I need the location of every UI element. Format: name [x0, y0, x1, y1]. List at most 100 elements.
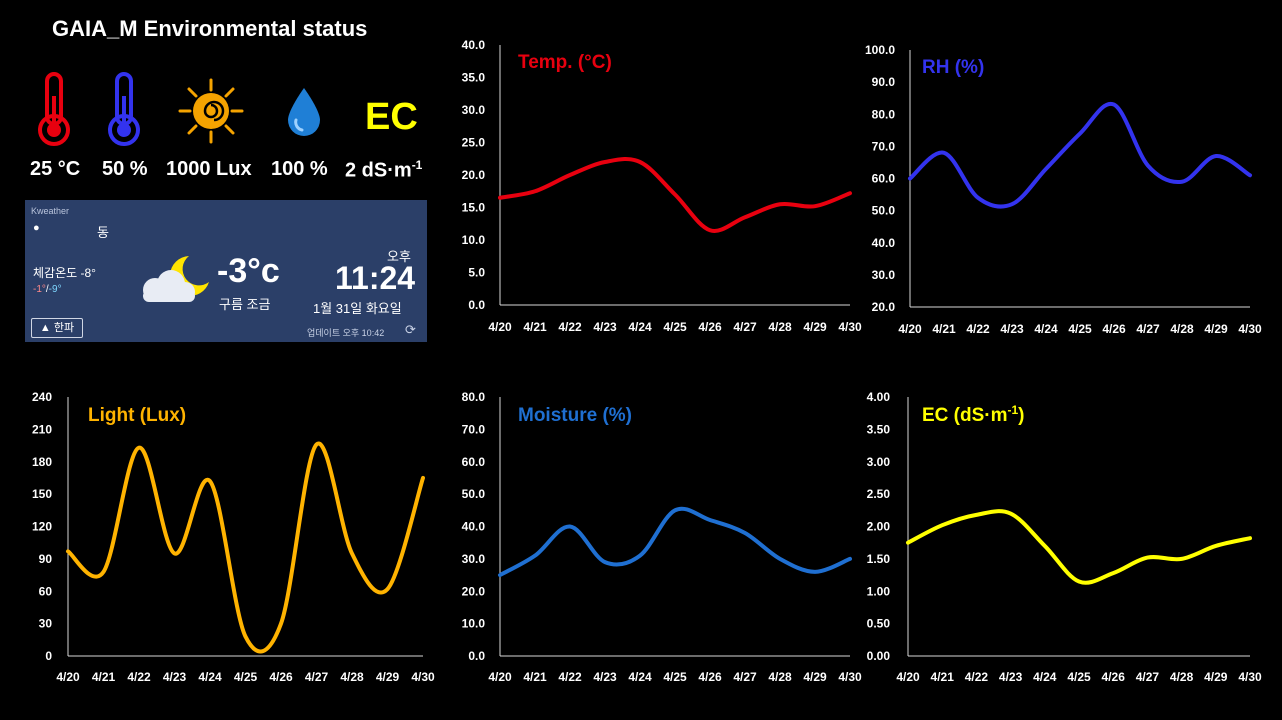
x-tick-label: 4/30	[1238, 670, 1262, 684]
x-tick-label: 4/26	[1102, 670, 1126, 684]
y-tick-label: 2.00	[867, 520, 891, 534]
x-tick-label: 4/26	[698, 320, 722, 334]
humidity-value: 50 %	[102, 158, 148, 180]
x-tick-label: 4/23	[593, 670, 617, 684]
x-tick-label: 4/29	[1204, 322, 1228, 336]
series-line	[498, 157, 852, 233]
weather-condition: 구름 조금	[219, 297, 271, 312]
x-tick-label: 4/25	[234, 670, 258, 684]
y-tick-label: 0.50	[867, 617, 891, 631]
current-temperature: -3°c	[217, 252, 280, 290]
y-tick-label: 180	[32, 455, 52, 469]
max-temp: -9°	[48, 284, 62, 295]
ec-value-sup: -1	[411, 158, 423, 172]
chart-title: Light (Lux)	[88, 405, 186, 426]
y-tick-label: 3.50	[867, 422, 891, 436]
y-tick-label: 0	[45, 649, 52, 663]
page-title: GAIA_M Environmental status	[52, 16, 368, 41]
y-tick-label: 35.0	[462, 71, 486, 85]
chart-0: 0.0 5.0 10.0 15.0 20.0 25.0 30.0 35.0 40.0 4/20 4/…	[462, 38, 862, 334]
series-line	[908, 101, 1252, 209]
x-tick-label: 4/28	[1170, 670, 1194, 684]
y-tick-label: 3.00	[867, 455, 891, 469]
y-tick-label: 60.0	[462, 455, 486, 469]
x-tick-label: 4/30	[1238, 322, 1262, 336]
x-tick-label: 4/28	[1170, 322, 1194, 336]
time-ampm: 오후	[387, 249, 411, 264]
y-tick-label: 60	[39, 584, 53, 598]
x-tick-label: 4/24	[1033, 670, 1057, 684]
x-tick-label: 4/26	[269, 670, 293, 684]
water-drop-icon	[288, 88, 320, 136]
y-tick-label: 25.0	[462, 136, 486, 150]
refresh-icon[interactable]: ⟳	[405, 322, 416, 337]
temperature-value: 25 °C	[30, 158, 81, 180]
y-tick-label: 30	[39, 617, 53, 631]
current-time: 11:24	[335, 260, 416, 296]
y-tick-label: 0.0	[468, 649, 485, 663]
x-tick-label: 4/24	[1034, 322, 1058, 336]
chart-title-text: RH (%)	[922, 57, 984, 78]
x-tick-label: 4/24	[628, 670, 652, 684]
y-tick-label: 5.0	[468, 266, 485, 280]
moisture-value: 100 %	[271, 158, 328, 180]
x-tick-label: 4/30	[838, 670, 862, 684]
chart-2: 0 30 60 90 120 150 180 210 240 4/20 4/21 4/22 4/23 4/…	[32, 390, 435, 684]
y-tick-label: 10.0	[462, 617, 486, 631]
x-tick-label: 4/21	[931, 670, 955, 684]
x-tick-label: 4/26	[1102, 322, 1126, 336]
weather-location: 동	[97, 225, 109, 240]
y-tick-label: 10.0	[462, 233, 486, 247]
y-tick-label: 0.0	[468, 298, 485, 312]
y-tick-label: 90.0	[872, 75, 896, 89]
x-tick-label: 4/24	[198, 670, 222, 684]
y-tick-label: 80.0	[462, 390, 486, 404]
y-tick-label: 0.00	[867, 649, 891, 663]
y-tick-label: 50.0	[462, 487, 486, 501]
x-tick-label: 4/27	[1136, 322, 1160, 336]
thermometer-blue-icon	[108, 72, 140, 146]
x-tick-label: 4/25	[1068, 322, 1092, 336]
update-time: 업데이트 오후 10:42	[307, 328, 385, 338]
x-tick-label: 4/21	[932, 322, 956, 336]
x-tick-label: 4/23	[163, 670, 187, 684]
light-value: 1000 Lux	[166, 158, 252, 180]
y-tick-label: 120	[32, 520, 52, 534]
x-tick-label: 4/28	[340, 670, 364, 684]
chart-title-end: )	[1018, 405, 1024, 426]
y-tick-label: 15.0	[462, 201, 486, 215]
x-tick-label: 4/30	[838, 320, 862, 334]
chart-title-text: Light (Lux)	[88, 405, 186, 426]
chart-1: 20.0 30.0 40.0 50.0 60.0 70.0 80.0 90.0 100.0 4/2…	[865, 43, 1262, 336]
y-tick-label: 70.0	[872, 139, 896, 153]
chart-title-sup: -1	[1008, 403, 1019, 417]
x-tick-label: 4/23	[593, 320, 617, 334]
x-tick-label: 4/22	[127, 670, 151, 684]
cloud-moon-icon	[143, 256, 209, 302]
x-tick-label: 4/29	[376, 670, 400, 684]
x-tick-label: 4/22	[558, 670, 582, 684]
y-tick-label: 30.0	[462, 103, 486, 117]
x-tick-label: 4/29	[803, 320, 827, 334]
x-tick-label: 4/21	[523, 320, 547, 334]
weather-brand: Kweather	[31, 206, 70, 216]
chart-title: Temp. (°C)	[518, 52, 612, 73]
sun-icon	[178, 78, 244, 144]
x-tick-label: 4/23	[999, 670, 1023, 684]
x-tick-label: 4/28	[768, 320, 792, 334]
y-tick-label: 80.0	[872, 107, 896, 121]
y-tick-label: 100.0	[865, 43, 895, 57]
x-tick-label: 4/25	[1067, 670, 1091, 684]
y-tick-label: 4.00	[867, 390, 891, 404]
ec-value-text: 2 dS·m	[345, 159, 412, 182]
y-tick-label: 70.0	[462, 422, 486, 436]
y-tick-label: 40.0	[462, 38, 486, 52]
weather-widget[interactable]: Kweather ● 동 체감온도 -8° -1°/-9° -3°c 구름 조금…	[25, 200, 427, 342]
x-tick-label: 4/22	[965, 670, 989, 684]
y-tick-label: 90	[39, 552, 53, 566]
cold-wave-alert-button[interactable]: ▲ 한파	[31, 318, 83, 338]
x-tick-label: 4/21	[523, 670, 547, 684]
y-tick-label: 240	[32, 390, 52, 404]
min-max-temp: -1°/-9°	[33, 284, 62, 295]
y-tick-label: 210	[32, 422, 52, 436]
